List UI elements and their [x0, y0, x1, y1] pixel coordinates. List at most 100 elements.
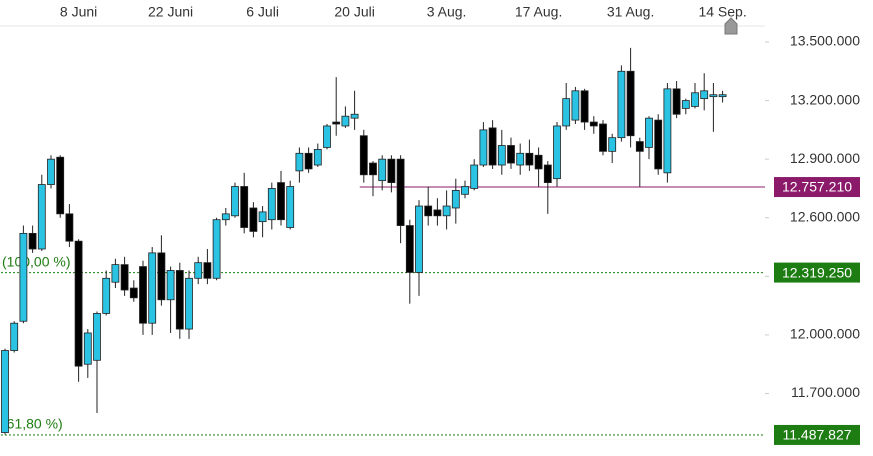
level-label-box	[774, 177, 860, 198]
candle-body	[470, 164, 479, 189]
candle-body	[709, 94, 718, 98]
level-label-box	[774, 262, 860, 283]
x-tick-label: 6 Juli	[246, 4, 279, 20]
marker-icon[interactable]	[724, 17, 738, 35]
x-tick-label: 22 Juni	[148, 4, 193, 20]
candle-body	[295, 152, 304, 172]
level-label: 12.757.210	[782, 179, 852, 195]
y-tick-label: 11.700.000	[791, 384, 860, 400]
candle-body	[175, 270, 184, 330]
x-tick-label: 8 Juni	[60, 4, 97, 20]
candle-body	[442, 205, 451, 217]
candle-body	[369, 162, 377, 176]
candle-body	[157, 252, 166, 301]
y-tick-label: 13.500.000	[790, 33, 860, 49]
candle-body	[718, 94, 727, 98]
candle-body	[562, 98, 571, 127]
candle-body	[488, 127, 497, 166]
candle-body	[258, 211, 267, 223]
candle-body	[580, 90, 589, 123]
y-tick-label: 12.000.000	[790, 326, 860, 342]
candle-body	[516, 152, 525, 166]
candle-body	[700, 90, 709, 100]
candle-body	[359, 135, 368, 176]
candle-body	[589, 121, 598, 127]
candle-body	[212, 219, 221, 279]
candle-body	[10, 322, 19, 351]
candle-body	[451, 190, 460, 209]
candle-body	[313, 148, 322, 166]
candle-body	[102, 277, 111, 314]
candle-body	[424, 205, 433, 217]
x-tick-label: 14 Sep.	[698, 4, 746, 20]
candle-body	[350, 113, 359, 119]
candle-body	[405, 225, 414, 273]
y-tick-label: 12.900.000	[790, 150, 860, 166]
candle-body	[185, 277, 193, 330]
candle-body	[240, 186, 249, 228]
x-tick-label: 20 Juli	[334, 4, 374, 20]
candle-body	[461, 186, 469, 195]
candle-body	[65, 213, 74, 242]
candle-body	[221, 213, 230, 221]
candle-body	[28, 232, 37, 250]
candle-body	[304, 152, 313, 170]
candle-body	[83, 332, 92, 365]
y-tick-label: 13.200.000	[790, 91, 860, 107]
candle-body	[166, 270, 175, 301]
candle-body	[534, 154, 543, 170]
level-label: 11.487.827	[782, 427, 851, 443]
candle-body	[332, 121, 341, 125]
level-note: (100,00 %)	[2, 253, 70, 269]
candle-body	[93, 313, 101, 361]
x-tick-label: 3 Aug.	[427, 4, 467, 20]
candle-body	[635, 141, 644, 152]
y-tick-label: 12.600.000	[790, 208, 860, 224]
candle-body	[433, 209, 442, 217]
candle-body	[553, 125, 561, 180]
candle-body	[323, 125, 331, 148]
level-label-box	[774, 424, 860, 445]
candle-body	[396, 158, 405, 226]
level-note: (61,80 %)	[2, 416, 63, 432]
x-tick-label: 17 Aug.	[515, 4, 563, 20]
candle-body	[415, 205, 423, 273]
candle-body	[249, 207, 258, 232]
candle-body	[525, 152, 534, 166]
candle-body	[341, 115, 350, 127]
candle-body	[267, 188, 276, 221]
candle-body	[1, 350, 9, 433]
candle-body	[387, 158, 396, 183]
candle-body	[74, 240, 83, 367]
candle-body	[645, 117, 653, 148]
candle-body	[681, 100, 690, 109]
level-label: 12.319.250	[782, 264, 852, 280]
x-tick-label: 31 Aug.	[607, 4, 655, 20]
candle-body	[507, 145, 515, 164]
candle-body	[120, 264, 129, 291]
candle-body	[194, 262, 203, 279]
candle-body	[378, 158, 387, 182]
candle-body	[617, 70, 626, 139]
candle-body	[277, 182, 285, 221]
candle-body	[203, 262, 212, 279]
candle-body	[37, 184, 46, 250]
candle-body	[47, 158, 55, 185]
candle-body	[111, 264, 120, 283]
candle-body	[139, 266, 147, 324]
candle-body	[663, 88, 672, 174]
candle-body	[56, 156, 65, 215]
candle-body	[691, 92, 699, 107]
candle-body	[626, 70, 635, 137]
candle-body	[608, 137, 617, 152]
candle-body	[571, 90, 580, 121]
candle-body	[286, 186, 295, 228]
candle-body	[543, 164, 552, 183]
candle-body	[479, 129, 488, 166]
candle-body	[19, 232, 28, 322]
candle-body	[599, 123, 607, 152]
candle-body	[231, 186, 239, 217]
candle-body	[497, 145, 506, 166]
